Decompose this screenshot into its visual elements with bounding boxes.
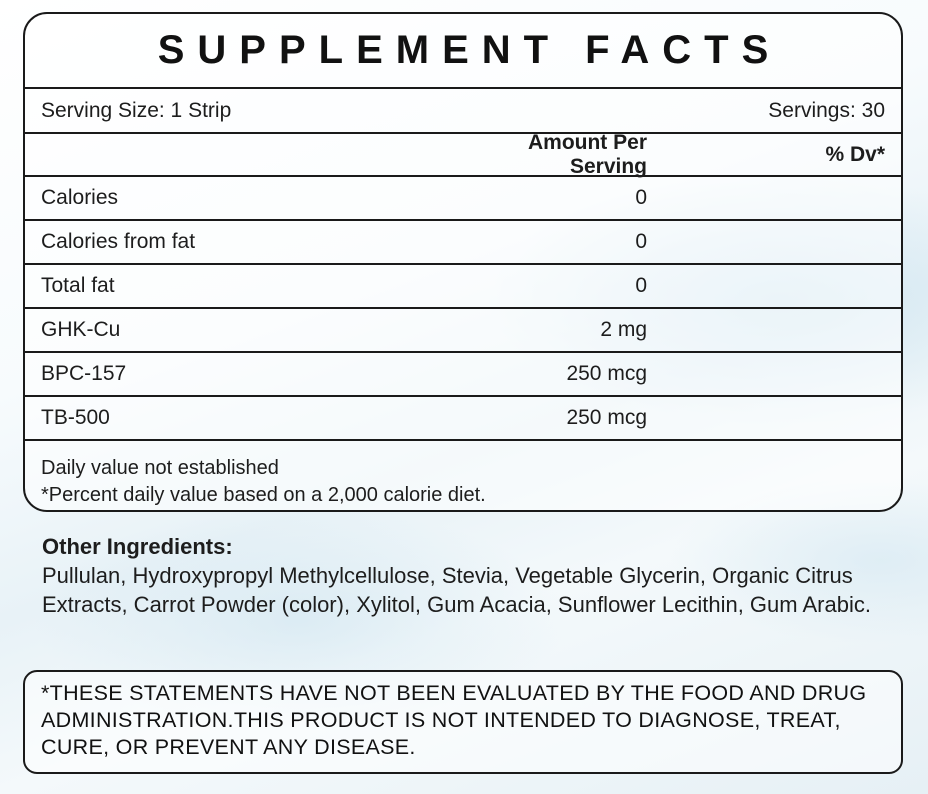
footnote-daily-value: Daily value not established [41, 457, 279, 479]
nutrient-name: GHK-Cu [41, 318, 121, 341]
nutrient-name: Calories [41, 186, 119, 209]
nutrient-amount: 0 [635, 186, 647, 209]
table-row: Calories from fat 0 [25, 219, 901, 263]
table-row: Calories 0 [25, 175, 901, 219]
nutrient-name: Total fat [41, 274, 115, 297]
amount-header: Amount Per Serving [527, 130, 647, 178]
table-header: Amount Per Serving % Dv* [25, 131, 901, 178]
nutrient-amount: 0 [635, 230, 647, 253]
nutrient-name: TB-500 [41, 406, 110, 429]
servings-count: Servings: 30 [768, 98, 885, 122]
dv-header: % Dv* [825, 142, 885, 166]
facts-title: SUPPLEMENT FACTS [157, 28, 782, 72]
table-row: TB-500 250 mcg [25, 395, 901, 439]
other-ingredients-title: Other Ingredients: [42, 534, 233, 559]
serving-size: Serving Size: 1 Strip [41, 98, 232, 122]
supplement-facts-panel: SUPPLEMENT FACTS Serving Size: 1 Strip S… [23, 12, 903, 512]
nutrient-amount: 0 [635, 274, 647, 297]
other-ingredients: Other Ingredients: Pullulan, Hydroxyprop… [42, 532, 882, 619]
nutrient-name: Calories from fat [41, 230, 196, 253]
table-row: BPC-157 250 mcg [25, 351, 901, 395]
nutrient-name: BPC-157 [41, 362, 127, 385]
facts-footnote: Daily value not established *Percent dai… [25, 439, 901, 509]
table-row: GHK-Cu 2 mg [25, 307, 901, 351]
nutrient-amount: 250 mcg [566, 362, 647, 385]
table-row: Total fat 0 [25, 263, 901, 307]
fda-disclaimer: *THESE STATEMENTS HAVE NOT BEEN EVALUATE… [23, 670, 903, 774]
serving-row: Serving Size: 1 Strip Servings: 30 [25, 87, 901, 132]
nutrient-amount: 2 mg [600, 318, 647, 341]
nutrient-amount: 250 mcg [566, 406, 647, 429]
footnote-percent: *Percent daily value based on a 2,000 ca… [41, 484, 486, 506]
other-ingredients-text: Pullulan, Hydroxypropyl Methylcellulose,… [42, 563, 871, 617]
